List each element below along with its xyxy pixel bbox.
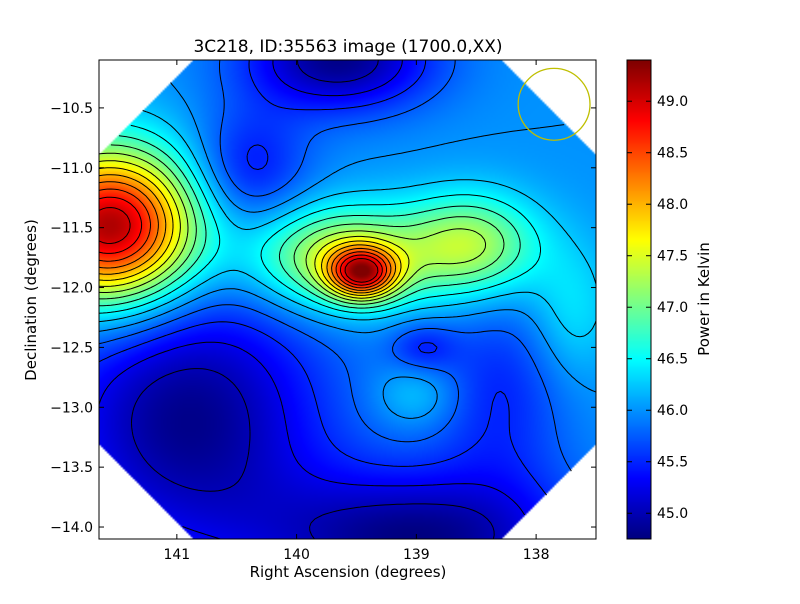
x-tick-label: 140 <box>283 547 310 563</box>
colorbar-tick-label: 46.0 <box>657 403 688 419</box>
plot-frame <box>98 59 597 540</box>
colorbar-tick-label: 45.0 <box>657 506 688 522</box>
y-axis-ticks: −10.5 −11.0 −11.5 −12.0 −12.5 −13.0 −13.5 −14.0 <box>50 101 596 536</box>
colorbar-ticks: 45.0 45.5 46.0 46.5 47.0 47.5 48.0 48.5 49.0 <box>627 94 688 522</box>
colorbar-tick-label: 48.0 <box>657 197 688 213</box>
contour-level-15 <box>98 196 383 286</box>
contour-lines <box>98 59 597 540</box>
colorbar-tick-label: 45.5 <box>657 455 688 471</box>
x-axis-label: Right Ascension (degrees) <box>250 563 447 581</box>
contour-level-12 <box>98 174 397 294</box>
y-tick-label: −13.5 <box>50 460 93 476</box>
x-tick-label: 141 <box>163 547 190 563</box>
colorbar-label: Power in Kelvin <box>695 242 713 356</box>
colorbar-tick-label: 46.5 <box>657 352 688 368</box>
contour-level-10 <box>98 160 410 299</box>
beam-circle <box>517 67 591 141</box>
y-tick-label: −13.0 <box>50 400 93 416</box>
contour-level-14 <box>98 188 387 289</box>
contour-level-7 <box>99 135 521 309</box>
colorbar-tick-label: 49.0 <box>657 94 688 110</box>
colorbar: 45.0 45.5 46.0 46.5 47.0 47.5 48.0 48.5 49.0 Pow… <box>626 59 713 540</box>
contour-level-3 <box>98 59 572 472</box>
y-tick-label: −10.5 <box>50 101 93 117</box>
y-tick-label: −11.0 <box>50 161 93 177</box>
y-tick-label: −12.5 <box>50 340 93 356</box>
chart-title: 3C218, ID:35563 image (1700.0,XX) <box>193 37 502 57</box>
contour-level-0 <box>131 59 495 540</box>
contour-level-11 <box>98 167 402 296</box>
contour-level-6 <box>98 124 541 314</box>
x-axis-ticks: 141 140 139 138 <box>163 60 549 563</box>
colorbar-tick-label: 47.0 <box>657 300 688 316</box>
colorbar-gradient <box>627 60 651 539</box>
plot-area: 141 140 139 138 −10.5−11.0−11.5−12.0−12.5−1… <box>50 59 597 563</box>
contour-level-8 <box>99 144 505 305</box>
colorbar-tick-label: 47.5 <box>657 249 688 265</box>
contour-level-9 <box>98 152 487 302</box>
contour-level-16 <box>98 207 379 283</box>
contour-level-5 <box>98 110 597 338</box>
y-tick-label: −11.5 <box>50 221 93 237</box>
colorbar-tick-label: 48.5 <box>657 146 688 162</box>
x-tick-label: 139 <box>403 547 430 563</box>
contour-level-13 <box>98 181 392 291</box>
x-tick-label: 138 <box>523 547 550 563</box>
colorbar-frame <box>626 59 652 540</box>
y-tick-label: −12.0 <box>50 281 93 297</box>
y-axis-label: Declination (degrees) <box>22 219 40 381</box>
y-tick-label: −14.0 <box>50 520 93 536</box>
contour-level-1 <box>98 59 526 540</box>
contour-level-2 <box>98 59 547 496</box>
contour-level-4 <box>98 82 597 419</box>
